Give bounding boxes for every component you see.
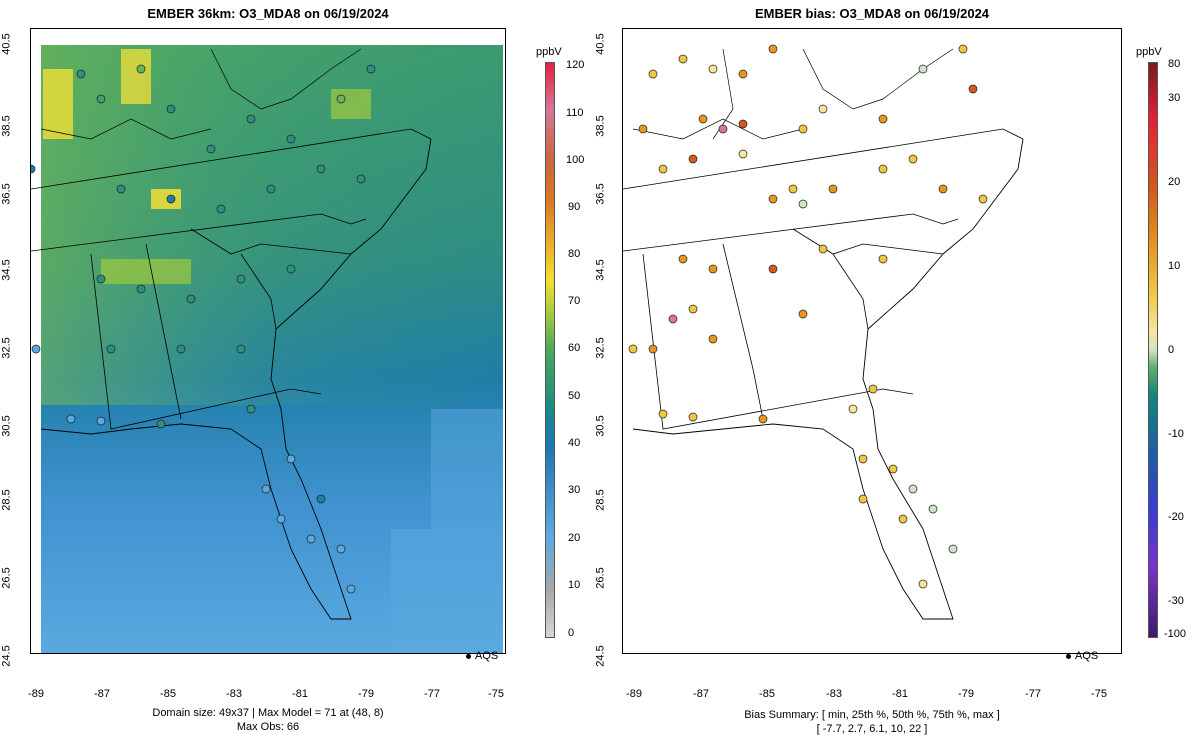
left-footer: Domain size: 49x37 | Max Model = 71 at (… [30, 706, 506, 734]
x-tick: -89 [28, 688, 44, 700]
legend-tick: -20 [1168, 511, 1184, 523]
x-tick: -85 [759, 688, 775, 700]
legend-tick: 60 [568, 342, 581, 354]
legend-tick: 70 [568, 295, 581, 307]
y-tick: 24.5 [594, 645, 607, 667]
legend-tick: 120 [566, 59, 585, 71]
y-tick: 34.5 [0, 259, 13, 281]
y-tick: 24.5 [0, 645, 13, 667]
legend-tick: 30 [1168, 92, 1181, 104]
legend-tick: 0 [568, 627, 575, 639]
left-aqs-legend: AQS [466, 650, 498, 662]
right-map-plot [622, 28, 1122, 654]
y-tick: 26.5 [594, 567, 607, 589]
ozone-concentration-map [31, 45, 503, 653]
legend-tick: 0 [1168, 344, 1175, 356]
legend-tick: 10 [568, 579, 581, 591]
legend-tick: 100 [566, 154, 585, 166]
y-tick: 40.5 [0, 33, 13, 55]
x-tick: -81 [892, 688, 908, 700]
y-tick: 30.5 [594, 415, 607, 437]
left-panel-title: EMBER 36km: O3_MDA8 on 06/19/2024 [147, 6, 389, 21]
aqs-label: AQS [475, 650, 499, 662]
y-tick: 38.5 [0, 115, 13, 137]
x-tick: -77 [1025, 688, 1041, 700]
y-tick: 32.5 [594, 337, 607, 359]
aqs-marker-icon [1066, 653, 1071, 659]
y-tick: 26.5 [0, 567, 13, 589]
y-tick: 30.5 [0, 415, 13, 437]
legend-tick: 40 [568, 437, 581, 449]
left-legend-unit: ppbV [536, 46, 562, 58]
left-map-plot [30, 28, 506, 654]
right-legend-unit: ppbV [1136, 46, 1162, 58]
x-tick: -87 [94, 688, 110, 700]
x-tick: -89 [626, 688, 642, 700]
bias-summary-values: [ -7.7, 2.7, 6.1, 10, 22 ] [816, 723, 928, 735]
x-tick: -77 [424, 688, 440, 700]
y-tick: 34.5 [594, 259, 607, 281]
x-tick: -87 [693, 688, 709, 700]
x-tick: -75 [488, 688, 504, 700]
x-tick: -81 [292, 688, 308, 700]
legend-tick: 80 [568, 248, 581, 260]
legend-tick: -100 [1164, 628, 1187, 640]
legend-tick: 80 [1168, 58, 1181, 70]
aqs-marker-icon [466, 653, 471, 659]
legend-tick: 20 [1168, 176, 1181, 188]
legend-tick: 50 [568, 390, 581, 402]
y-tick: 28.5 [594, 489, 607, 511]
y-tick: 28.5 [0, 489, 13, 511]
legend-tick: 90 [568, 201, 581, 213]
bias-summary-label: Bias Summary: [ min, 25th %, 50th %, 75t… [744, 709, 1000, 721]
legend-tick: 110 [566, 107, 584, 119]
bias-colorbar [1148, 62, 1158, 638]
legend-tick: 30 [568, 484, 581, 496]
y-tick: 40.5 [594, 33, 607, 55]
legend-tick: 20 [568, 532, 581, 544]
right-footer: Bias Summary: [ min, 25th %, 50th %, 75t… [622, 708, 1122, 736]
bias-map [623, 44, 1024, 620]
x-tick: -83 [226, 688, 242, 700]
right-aqs-legend: AQS [1066, 650, 1098, 662]
right-panel-title: EMBER bias: O3_MDA8 on 06/19/2024 [754, 6, 990, 21]
y-tick: 36.5 [594, 183, 607, 205]
max-obs: Max Obs: 66 [236, 721, 300, 733]
x-tick: -83 [826, 688, 842, 700]
y-tick: 36.5 [0, 183, 13, 205]
legend-tick: -10 [1168, 428, 1184, 440]
x-tick: -79 [358, 688, 374, 700]
y-tick: 38.5 [594, 115, 607, 137]
x-tick: -79 [958, 688, 974, 700]
x-tick: -75 [1091, 688, 1107, 700]
ozone-colorbar [545, 62, 555, 638]
x-tick: -85 [160, 688, 176, 700]
legend-tick: 10 [1168, 260, 1181, 272]
legend-tick: -30 [1168, 595, 1184, 607]
y-tick: 32.5 [0, 337, 13, 359]
aqs-label: AQS [1075, 650, 1099, 662]
domain-summary: Domain size: 49x37 | Max Model = 71 at (… [152, 707, 384, 719]
